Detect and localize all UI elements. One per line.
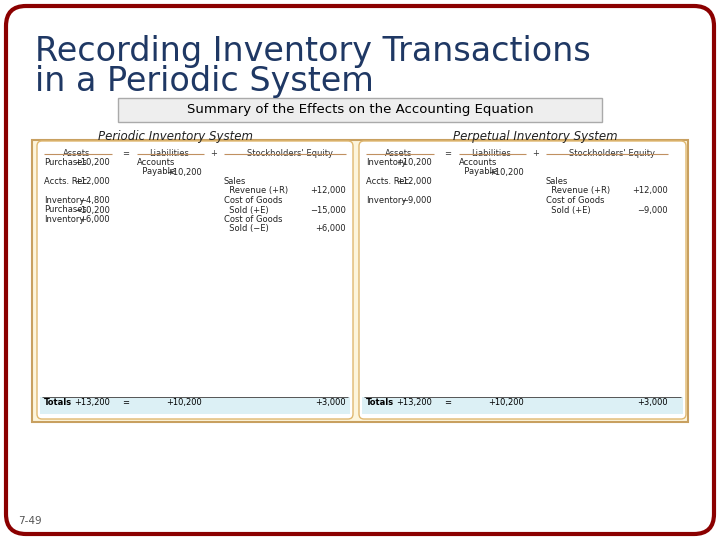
Text: +: + [533, 149, 539, 158]
Text: −4,800: −4,800 [79, 196, 110, 205]
Text: in a Periodic System: in a Periodic System [35, 65, 374, 98]
Text: Inventory: Inventory [44, 215, 84, 224]
Text: +12,000: +12,000 [310, 186, 346, 195]
Text: Inventory: Inventory [44, 196, 84, 205]
Text: Sold (+E): Sold (+E) [224, 206, 269, 214]
Text: Cost of Goods: Cost of Goods [546, 196, 605, 205]
Text: +6,000: +6,000 [315, 225, 346, 233]
Text: +: + [210, 149, 217, 158]
Text: Accts. Rec.: Accts. Rec. [44, 177, 90, 186]
Text: Sales: Sales [546, 177, 568, 186]
Text: =: = [444, 149, 451, 158]
FancyBboxPatch shape [359, 141, 686, 419]
FancyBboxPatch shape [6, 6, 714, 534]
Text: Periodic Inventory System: Periodic Inventory System [97, 130, 253, 143]
Text: Cost of Goods: Cost of Goods [224, 196, 282, 205]
Text: Inventory: Inventory [366, 196, 406, 205]
Bar [40, 397, 350, 414]
Text: Payable: Payable [459, 167, 498, 177]
Text: +12,000: +12,000 [396, 177, 432, 186]
Text: Purchases: Purchases [44, 158, 87, 167]
Text: Cost of Goods: Cost of Goods [224, 215, 282, 224]
Text: +10,200: +10,200 [74, 158, 110, 167]
Text: +12,000: +12,000 [74, 177, 110, 186]
Text: Purchases: Purchases [44, 206, 87, 214]
Text: +13,200: +13,200 [396, 398, 432, 407]
Text: Sold (−E): Sold (−E) [224, 225, 269, 233]
Text: Accts. Rec.: Accts. Rec. [366, 177, 412, 186]
Text: Recording Inventory Transactions: Recording Inventory Transactions [35, 35, 590, 68]
Text: Sold (+E): Sold (+E) [546, 206, 590, 214]
Text: Perpetual Inventory System: Perpetual Inventory System [453, 130, 617, 143]
Text: Liabilities: Liabilities [472, 149, 511, 158]
Text: =: = [444, 398, 451, 407]
Text: +12,000: +12,000 [632, 186, 668, 195]
Text: Totals: Totals [44, 398, 72, 407]
Text: +10,200: +10,200 [166, 398, 202, 407]
Text: =: = [122, 398, 130, 407]
Bar [362, 397, 683, 414]
FancyBboxPatch shape [37, 141, 353, 419]
Text: +10,200: +10,200 [488, 398, 524, 407]
Text: 7-49: 7-49 [18, 516, 42, 526]
Text: Totals: Totals [366, 398, 394, 407]
Text: Sales: Sales [224, 177, 246, 186]
Text: Assets: Assets [63, 149, 91, 158]
Text: Summary of the Effects on the Accounting Equation: Summary of the Effects on the Accounting… [186, 104, 534, 117]
Text: Payable: Payable [137, 167, 175, 177]
Bar [118, 98, 602, 122]
Text: Revenue (+R): Revenue (+R) [546, 186, 610, 195]
Text: Stockholders' Equity: Stockholders' Equity [247, 149, 333, 158]
Text: Accounts: Accounts [459, 158, 498, 167]
Text: +6,000: +6,000 [79, 215, 110, 224]
Bar [32, 140, 688, 422]
Text: +3,000: +3,000 [315, 398, 346, 407]
Text: Inventory: Inventory [366, 158, 406, 167]
Text: −10,200: −10,200 [74, 206, 110, 214]
Text: Liabilities: Liabilities [150, 149, 189, 158]
Text: Revenue (+R): Revenue (+R) [224, 186, 288, 195]
Text: +10,200: +10,200 [396, 158, 432, 167]
Text: =: = [122, 149, 130, 158]
Text: +3,000: +3,000 [637, 398, 668, 407]
Text: −9,000: −9,000 [401, 196, 432, 205]
Text: −9,000: −9,000 [637, 206, 668, 214]
Text: +10,200: +10,200 [166, 167, 202, 177]
Text: Stockholders' Equity: Stockholders' Equity [569, 149, 655, 158]
Text: Assets: Assets [385, 149, 413, 158]
Text: Accounts: Accounts [137, 158, 176, 167]
Text: +13,200: +13,200 [74, 398, 110, 407]
Text: +10,200: +10,200 [488, 167, 524, 177]
Text: −15,000: −15,000 [310, 206, 346, 214]
